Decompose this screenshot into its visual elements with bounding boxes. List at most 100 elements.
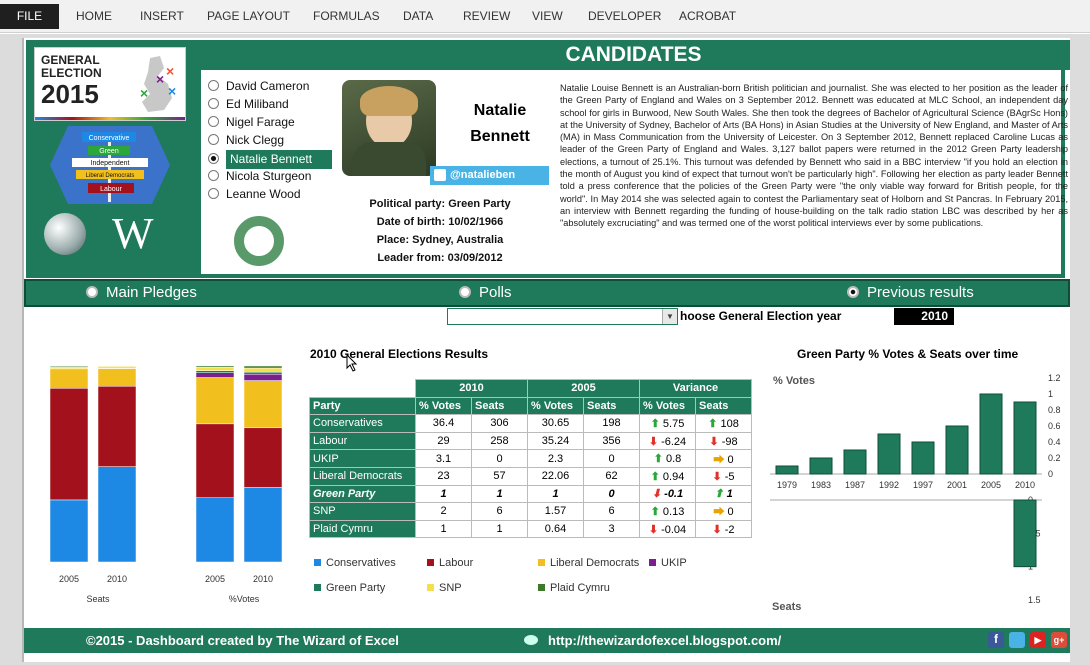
tick-label: 2005 (59, 574, 79, 584)
globe-icon (524, 635, 538, 645)
votes-bar (843, 449, 867, 475)
arrow-down-icon: ⬇ (648, 435, 662, 448)
tab-insert[interactable]: INSERT (140, 9, 184, 23)
arrow-down-icon: ⬇ (709, 435, 722, 448)
google-plus-icon[interactable]: g+ (1051, 632, 1067, 648)
x-tick-label: 1997 (913, 480, 933, 490)
candidate-bio: Natalie Louise Bennett is an Australian-… (560, 83, 1068, 229)
twitter-social-icon[interactable] (1009, 632, 1025, 648)
votes-axis-label: % Votes (773, 375, 815, 387)
cell-s05: 6 (583, 502, 640, 521)
cell-party: Labour (309, 431, 416, 451)
wikipedia-icon[interactable]: W (112, 209, 154, 258)
arrow-up-icon: ⬆ (653, 453, 666, 466)
col-seats: Seats (583, 396, 640, 416)
logo-line1: GENERAL (41, 53, 100, 67)
results-table: 2010 2005 Variance Party % Votes Seats %… (309, 379, 752, 539)
col-party: Party (309, 396, 416, 416)
bar-segment (49, 388, 89, 501)
tab-main-pledges[interactable]: Main Pledges (86, 284, 197, 301)
x-tick-label: 2005 (981, 480, 1001, 490)
bar-segment (97, 386, 137, 467)
bar-segment (243, 365, 283, 369)
tick-label: 2010 (253, 574, 273, 584)
bar-segment (243, 380, 283, 429)
youtube-icon[interactable]: ▶ (1030, 632, 1046, 648)
footer-url[interactable]: http://thewizardofexcel.blogspot.com/ (548, 633, 782, 648)
group-2010: 2010 (415, 379, 528, 398)
cell-v10: 1 (415, 519, 472, 539)
tab-data[interactable]: DATA (403, 9, 434, 23)
cell-ds: ⬆ 1 (695, 484, 752, 504)
col-seats: Seats (695, 396, 752, 416)
web-globe-icon[interactable] (44, 213, 86, 255)
cell-ds: ⮕ 0 (695, 449, 752, 468)
votes-bar (877, 433, 901, 475)
twitter-handle[interactable]: @natalieben (430, 166, 549, 185)
cell-s05: 62 (583, 466, 640, 486)
svg-text:Liberal Democrats: Liberal Democrats (86, 173, 135, 179)
tab-previous-results[interactable]: Previous results (847, 284, 974, 301)
candidate-option-selected[interactable]: Natalie Bennett (208, 150, 332, 169)
col-votes: % Votes (527, 396, 584, 416)
tab-page-layout[interactable]: PAGE LAYOUT (207, 9, 290, 23)
candidate-option[interactable]: Nick Clegg (208, 132, 284, 149)
cell-s10: 1 (471, 519, 528, 539)
facebook-icon[interactable]: f (988, 632, 1004, 648)
tab-view[interactable]: VIEW (532, 9, 563, 23)
tick-label: 2005 (205, 574, 225, 584)
arrow-down-icon: ⬇ (712, 523, 725, 536)
cell-v05: 22.06 (527, 466, 584, 486)
cell-s10: 306 (471, 414, 528, 433)
candidate-option[interactable]: Ed Miliband (208, 96, 289, 113)
party-signpost-icon: Conservative Green Independent Liberal D… (50, 126, 170, 204)
cell-party: Liberal Democrats (309, 466, 416, 486)
cell-dv: ⬆ 5.75 (639, 414, 696, 433)
votes-stacked-chart: 2005 2010 %Votes (195, 365, 283, 604)
cell-s10: 6 (471, 502, 528, 521)
election-logo: GENERAL ELECTION 2015 × × × × (34, 47, 186, 121)
cell-v10: 2 (415, 502, 472, 521)
bar-segment (195, 372, 235, 378)
cell-dv: ⬇ -0.04 (639, 519, 696, 539)
candidate-last-name: Bennett (470, 128, 530, 145)
votes-bar (945, 425, 969, 475)
tab-polls[interactable]: Polls (459, 284, 512, 301)
cell-v10: 29 (415, 431, 472, 451)
chevron-down-icon[interactable]: ▼ (662, 309, 677, 324)
arrow-down-icon: ⬇ (651, 488, 665, 501)
cell-s10: 0 (471, 449, 528, 468)
votes-bar (809, 457, 833, 475)
cell-v10: 3.1 (415, 449, 472, 468)
table-row: Liberal Democrats 23 57 22.06 62 ⬆ 0.94 ⬇ -5 (309, 466, 752, 486)
tab-home[interactable]: HOME (76, 9, 112, 23)
cell-ds: ⬆ 108 (695, 414, 752, 433)
candidate-option[interactable]: David Cameron (208, 78, 309, 95)
bar-segment (49, 368, 89, 389)
footer: ©2015 - Dashboard created by The Wizard … (24, 628, 1070, 653)
cell-v05: 1.57 (527, 502, 584, 521)
tab-acrobat[interactable]: ACROBAT (679, 9, 737, 23)
ribbon: FILE HOME INSERT PAGE LAYOUT FORMULAS DA… (0, 0, 1090, 33)
tab-review[interactable]: REVIEW (463, 9, 511, 23)
candidate-name: Natalie Bennett (450, 98, 550, 150)
tab-developer[interactable]: DEVELOPER (588, 9, 662, 23)
arrow-up-icon: ⬆ (650, 470, 663, 483)
twitter-icon (434, 169, 446, 181)
svg-text:Green: Green (99, 148, 119, 155)
cell-v05: 30.65 (527, 414, 584, 433)
tab-formulas[interactable]: FORMULAS (313, 9, 380, 23)
legend-item: Conservatives (314, 557, 396, 569)
variance-value: -0.1 (664, 488, 684, 501)
bar-segment (195, 370, 235, 373)
svg-text:×: × (140, 85, 148, 101)
bar-segment (97, 366, 137, 369)
uk-map-icon: × × × × (140, 56, 176, 112)
tab-file[interactable]: FILE (0, 4, 59, 29)
axis-label: %Votes (229, 594, 260, 604)
candidate-option[interactable]: Nigel Farage (208, 114, 295, 131)
cell-v10: 23 (415, 466, 472, 486)
candidate-option[interactable]: Nicola Sturgeon (208, 168, 311, 185)
candidate-option[interactable]: Leanne Wood (208, 186, 301, 203)
year-dropdown[interactable]: ▼ (447, 308, 678, 325)
